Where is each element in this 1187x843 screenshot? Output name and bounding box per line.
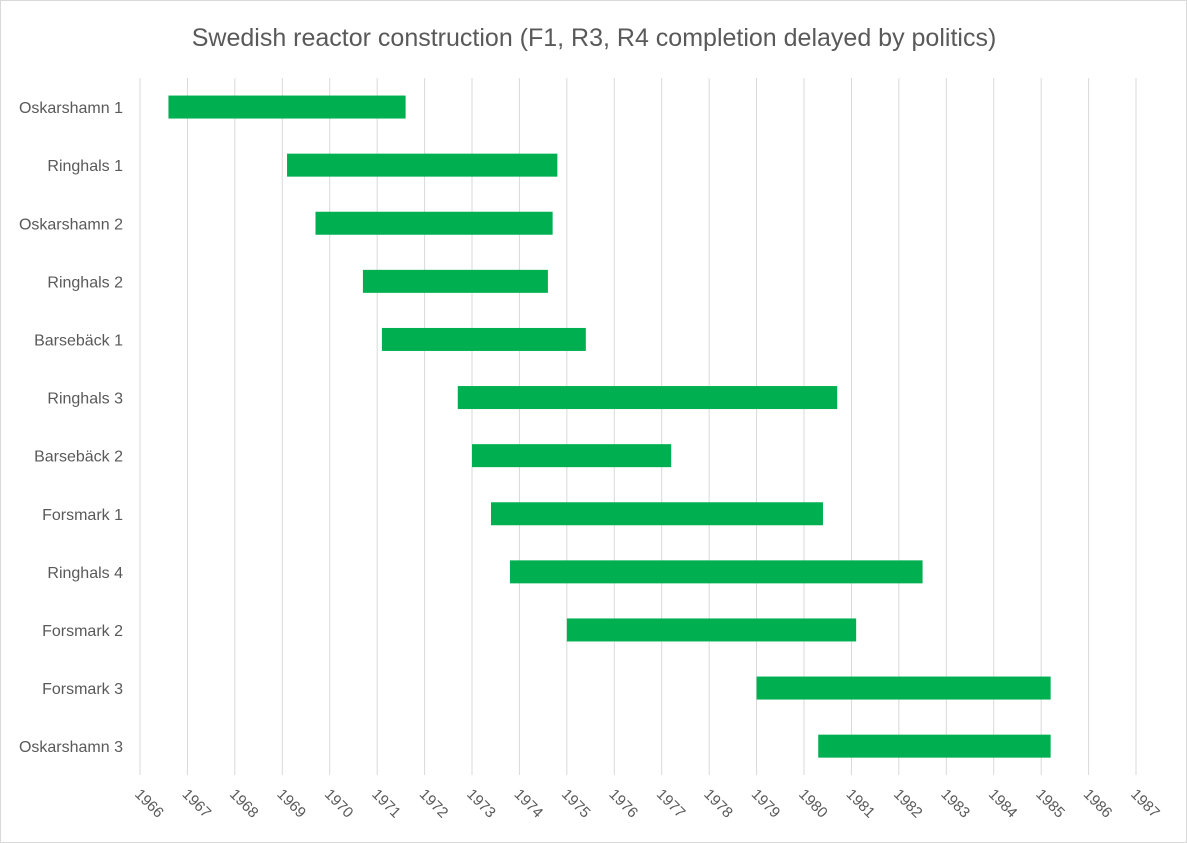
category-label: Ringhals 4 — [47, 565, 123, 582]
construction-bar — [566, 618, 857, 642]
x-tick-label: 1987 — [1127, 786, 1163, 822]
chart-title: Swedish reactor construction (F1, R3, R4… — [192, 24, 997, 52]
category-label: Barsebäck 1 — [34, 332, 123, 349]
x-tick-label: 1981 — [843, 786, 879, 822]
category-label: Forsmark 1 — [42, 507, 123, 524]
x-tick-label: 1976 — [605, 786, 641, 822]
x-tick-label: 1983 — [937, 786, 973, 822]
x-tick-label: 1974 — [511, 786, 547, 822]
x-tick-label: 1985 — [1032, 786, 1068, 822]
x-tick-label: 1982 — [890, 786, 926, 822]
category-label: Forsmark 2 — [42, 623, 123, 640]
x-tick-label: 1975 — [558, 786, 594, 822]
x-tick-label: 1966 — [131, 786, 167, 822]
category-label: Oskarshamn 3 — [19, 739, 123, 756]
construction-bar — [287, 153, 558, 177]
x-tick-label: 1986 — [1080, 786, 1116, 822]
x-tick-label: 1970 — [321, 786, 357, 822]
x-tick-label: 1978 — [700, 786, 736, 822]
category-label: Ringhals 1 — [47, 158, 123, 175]
category-label: Forsmark 3 — [42, 681, 123, 698]
x-tick-label: 1977 — [653, 786, 689, 822]
construction-bar — [818, 734, 1051, 758]
x-tick-label: 1969 — [273, 786, 309, 822]
construction-bar — [168, 95, 406, 119]
construction-bar — [362, 269, 548, 293]
category-label: Ringhals 2 — [47, 274, 123, 291]
category-labels: Oskarshamn 1 Ringhals 1 Oskarshamn 2 Ringha… — [19, 100, 123, 756]
construction-bar — [472, 444, 672, 468]
x-tick-label: 1979 — [748, 786, 784, 822]
x-tick-label: 1973 — [463, 786, 499, 822]
x-tick-label: 1968 — [226, 786, 262, 822]
bars — [168, 95, 1051, 758]
category-label: Oskarshamn 1 — [19, 100, 123, 117]
x-axis-tick-labels: 1966 1967 1968 1969 1970 1971 1972 1973 1974 1975… — [131, 786, 1163, 822]
x-tick-label: 1967 — [179, 786, 215, 822]
construction-bar — [509, 560, 923, 584]
construction-bar — [315, 211, 553, 235]
construction-bar — [756, 676, 1051, 700]
x-tick-label: 1980 — [795, 786, 831, 822]
x-tick-label: 1984 — [985, 786, 1021, 822]
construction-bar — [490, 502, 823, 526]
x-tick-label: 1972 — [416, 786, 452, 822]
x-tick-label: 1971 — [368, 786, 404, 822]
construction-bar — [381, 327, 586, 351]
category-label: Ringhals 3 — [47, 391, 123, 408]
category-label: Barsebäck 2 — [34, 449, 123, 466]
gridlines — [139, 78, 1137, 775]
category-label: Oskarshamn 2 — [19, 216, 123, 233]
construction-bar — [457, 386, 838, 410]
